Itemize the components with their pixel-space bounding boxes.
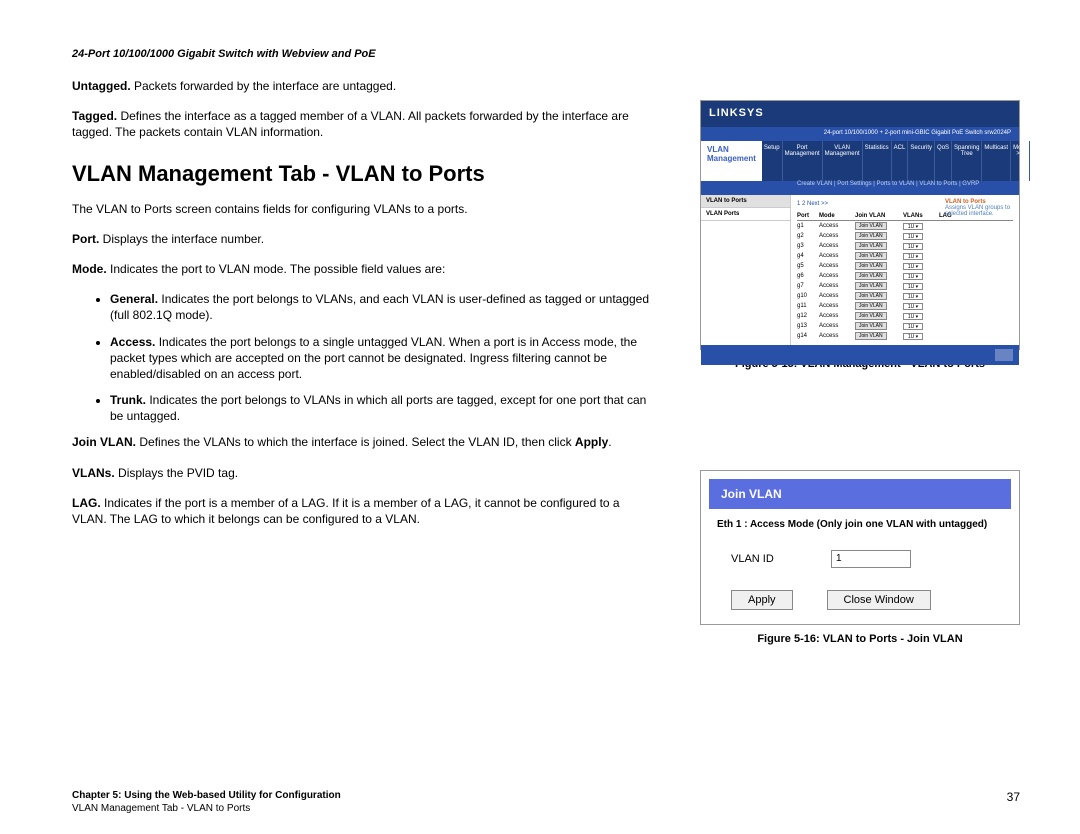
th-mode: Mode bbox=[819, 213, 855, 219]
tagged-para: Tagged. Defines the interface as a tagge… bbox=[72, 108, 652, 140]
nav-section-label: VLAN Management bbox=[701, 141, 762, 181]
footer-chapter: Chapter 5: Using the Web-based Utility f… bbox=[72, 790, 341, 801]
table-row: g14AccessJoin VLAN1U ▾ bbox=[797, 331, 1013, 341]
join-vlan-button[interactable]: Join VLAN bbox=[855, 302, 887, 310]
vlans-select[interactable]: 1U ▾ bbox=[903, 253, 923, 260]
nav-tab[interactable]: Port Management bbox=[783, 141, 823, 181]
th-vlans: VLANs bbox=[903, 213, 939, 219]
side-tab-active[interactable]: VLAN Ports bbox=[701, 208, 790, 221]
list-item-access: Access. Indicates the port belongs to a … bbox=[110, 334, 652, 383]
nav-tab[interactable]: Multicast bbox=[982, 141, 1011, 181]
cisco-icon bbox=[995, 349, 1013, 361]
footer-bar bbox=[701, 345, 1019, 365]
list-item-general: General. Indicates the port belongs to V… bbox=[110, 291, 652, 323]
vlan-id-label: VLAN ID bbox=[731, 553, 831, 565]
mode-list: General. Indicates the port belongs to V… bbox=[72, 291, 652, 424]
join-vlan-button[interactable]: Join VLAN bbox=[855, 332, 887, 340]
vlans-select[interactable]: 1U ▾ bbox=[903, 243, 923, 250]
join-vlan-button[interactable]: Join VLAN bbox=[855, 232, 887, 240]
vlans-select[interactable]: 1U ▾ bbox=[903, 333, 923, 340]
nav-tab[interactable]: Spanning Tree bbox=[952, 141, 982, 181]
nav-tab[interactable]: Security bbox=[908, 141, 935, 181]
lag-para: LAG. Indicates if the port is a member o… bbox=[72, 495, 652, 527]
list-item-trunk: Trunk. Indicates the port belongs to VLA… bbox=[110, 392, 652, 424]
table-row: g10AccessJoin VLAN1U ▾ bbox=[797, 291, 1013, 301]
nav-tab[interactable]: ACL bbox=[892, 141, 909, 181]
table-row: g2AccessJoin VLAN1U ▾ bbox=[797, 231, 1013, 241]
device-bar: 24-port 10/100/1000 + 2-port mini-GBIC G… bbox=[701, 127, 1019, 141]
vlans-select[interactable]: 1U ▾ bbox=[903, 303, 923, 310]
table-row: g7AccessJoin VLAN1U ▾ bbox=[797, 281, 1013, 291]
nav-tab[interactable]: More >> bbox=[1011, 141, 1030, 181]
main-nav: VLAN Management SetupPort ManagementVLAN… bbox=[701, 141, 1019, 181]
table-row: g3AccessJoin VLAN1U ▾ bbox=[797, 241, 1013, 251]
join-vlan-button[interactable]: Join VLAN bbox=[855, 252, 887, 260]
section-desc: The VLAN to Ports screen contains fields… bbox=[72, 201, 652, 217]
join-vlan-button[interactable]: Join VLAN bbox=[855, 262, 887, 270]
close-window-button[interactable]: Close Window bbox=[827, 590, 931, 610]
vlans-para: VLANs. Displays the PVID tag. bbox=[72, 465, 652, 481]
table-row: g11AccessJoin VLAN1U ▾ bbox=[797, 301, 1013, 311]
table-row: g5AccessJoin VLAN1U ▾ bbox=[797, 261, 1013, 271]
main-content: Untagged. Packets forwarded by the inter… bbox=[72, 78, 652, 541]
untagged-para: Untagged. Packets forwarded by the inter… bbox=[72, 78, 652, 94]
join-vlan-button[interactable]: Join VLAN bbox=[855, 292, 887, 300]
nav-tab[interactable]: Setup bbox=[762, 141, 783, 181]
vlans-select[interactable]: 1U ▾ bbox=[903, 263, 923, 270]
port-para: Port. Displays the interface number. bbox=[72, 231, 652, 247]
vlans-select[interactable]: 1U ▾ bbox=[903, 283, 923, 290]
vlans-select[interactable]: 1U ▾ bbox=[903, 223, 923, 230]
dialog-title: Join VLAN bbox=[709, 479, 1011, 509]
nav-tabs: SetupPort ManagementVLAN ManagementStati… bbox=[762, 141, 1030, 181]
table-row: g4AccessJoin VLAN1U ▾ bbox=[797, 251, 1013, 261]
sub-nav: Create VLAN | Port Settings | Ports to V… bbox=[701, 181, 1019, 195]
vlan-id-field: VLAN ID 1 bbox=[701, 540, 1019, 584]
product-header: 24-Port 10/100/1000 Gigabit Switch with … bbox=[72, 48, 1020, 60]
figure-vlan-management: LINKSYS 24-port 10/100/1000 + 2-port min… bbox=[700, 100, 1020, 350]
footer-section: VLAN Management Tab - VLAN to Ports bbox=[72, 803, 341, 814]
join-vlan-button[interactable]: Join VLAN bbox=[855, 272, 887, 280]
side-tabs: VLAN to Ports VLAN Ports bbox=[701, 195, 791, 345]
th-port: Port bbox=[797, 213, 819, 219]
vlan-id-input[interactable]: 1 bbox=[831, 550, 911, 568]
help-panel: VLAN to Ports Assigns VLAN groups to sel… bbox=[945, 199, 1015, 217]
join-vlan-button[interactable]: Join VLAN bbox=[855, 282, 887, 290]
figure-join-vlan: Join VLAN Eth 1 : Access Mode (Only join… bbox=[700, 470, 1020, 625]
linksys-logo: LINKSYS bbox=[701, 101, 1019, 125]
vlans-select[interactable]: 1U ▾ bbox=[903, 293, 923, 300]
join-vlan-button[interactable]: Join VLAN bbox=[855, 312, 887, 320]
vlans-select[interactable]: 1U ▾ bbox=[903, 313, 923, 320]
join-vlan-button[interactable]: Join VLAN bbox=[855, 242, 887, 250]
mode-para: Mode. Indicates the port to VLAN mode. T… bbox=[72, 261, 652, 277]
figures-column: LINKSYS 24-port 10/100/1000 + 2-port min… bbox=[700, 100, 1020, 675]
joinvlan-para: Join VLAN. Defines the VLANs to which th… bbox=[72, 434, 652, 450]
page-footer: Chapter 5: Using the Web-based Utility f… bbox=[72, 790, 1020, 814]
dialog-buttons: Apply Close Window bbox=[701, 584, 1019, 624]
join-vlan-button[interactable]: Join VLAN bbox=[855, 322, 887, 330]
table-row: g1AccessJoin VLAN1U ▾ bbox=[797, 221, 1013, 231]
table-row: g13AccessJoin VLAN1U ▾ bbox=[797, 321, 1013, 331]
nav-tab[interactable]: QoS bbox=[935, 141, 952, 181]
help-body: Assigns VLAN groups to selected interfac… bbox=[945, 205, 1015, 217]
page-number: 37 bbox=[1007, 790, 1020, 804]
table-row: g6AccessJoin VLAN1U ▾ bbox=[797, 271, 1013, 281]
th-join: Join VLAN bbox=[855, 213, 903, 219]
apply-button[interactable]: Apply bbox=[731, 590, 793, 610]
side-tab[interactable]: VLAN to Ports bbox=[701, 195, 790, 208]
figure2-caption: Figure 5-16: VLAN to Ports - Join VLAN bbox=[700, 633, 1020, 645]
vlans-select[interactable]: 1U ▾ bbox=[903, 233, 923, 240]
section-heading: VLAN Management Tab - VLAN to Ports bbox=[72, 161, 652, 187]
vlans-select[interactable]: 1U ▾ bbox=[903, 323, 923, 330]
dialog-desc: Eth 1 : Access Mode (Only join one VLAN … bbox=[701, 509, 1019, 540]
table-row: g12AccessJoin VLAN1U ▾ bbox=[797, 311, 1013, 321]
vlan-table: 1 2 Next >> Port Mode Join VLAN VLANs LA… bbox=[791, 195, 1019, 345]
join-vlan-button[interactable]: Join VLAN bbox=[855, 222, 887, 230]
vlans-select[interactable]: 1U ▾ bbox=[903, 273, 923, 280]
nav-tab[interactable]: Statistics bbox=[863, 141, 892, 181]
nav-tab[interactable]: VLAN Management bbox=[823, 141, 863, 181]
